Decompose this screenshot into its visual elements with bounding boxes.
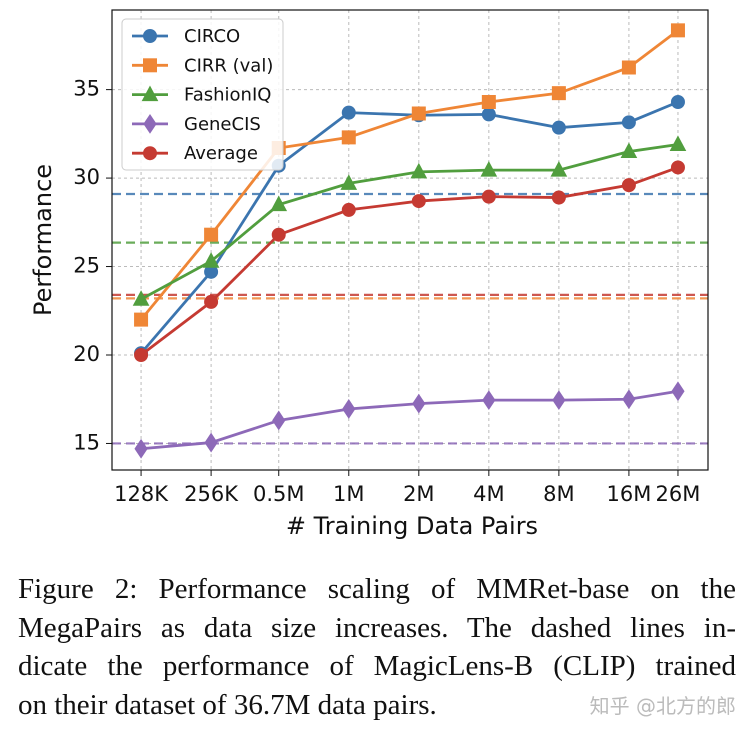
legend: CIRCO CIRR (val) FashionIQ GeneCIS Average [121, 18, 284, 171]
y-tick-label: 30 [73, 165, 100, 189]
x-axis-label: # Training Data Pairs [286, 512, 538, 540]
marker [622, 389, 636, 410]
marker [670, 160, 685, 175]
caption-line: MegaPairs as data size increases. The da… [18, 611, 736, 644]
marker [621, 115, 636, 130]
legend-label: Average [184, 143, 258, 164]
watermark: 知乎 @北方的郎 [589, 694, 736, 718]
marker [411, 106, 426, 121]
marker [134, 348, 149, 362]
series-line [140, 166, 679, 357]
marker [551, 86, 566, 101]
marker [481, 107, 496, 122]
marker [271, 227, 286, 242]
marker [134, 438, 148, 459]
marker [270, 195, 288, 212]
legend-box [121, 18, 284, 171]
marker [481, 95, 496, 109]
series-line [140, 389, 679, 451]
marker [341, 105, 356, 120]
legend-label: CIRR (val) [184, 55, 273, 76]
marker [552, 390, 566, 411]
marker [132, 290, 150, 306]
marker [410, 162, 428, 179]
marker [412, 393, 426, 414]
marker [621, 178, 636, 193]
legend-label: CIRCO [184, 26, 240, 47]
caption-line: dicate the performance of MagicLens-B (C… [18, 650, 736, 682]
caption-line: on their dataset of 36.7M data pairs. [18, 688, 437, 721]
marker [134, 312, 149, 327]
x-tick-label: 2M [403, 482, 434, 506]
legend-label: FashionIQ [184, 85, 271, 106]
marker [202, 252, 220, 268]
marker [143, 113, 157, 134]
marker [340, 174, 358, 190]
marker [204, 294, 219, 309]
y-tick-label: 35 [73, 77, 100, 101]
marker [669, 135, 687, 151]
chart: # Training Data Pairs Performance 15 20 25… [29, 9, 709, 540]
marker [141, 85, 159, 102]
x-tick-label: 0.5M [253, 482, 305, 506]
marker [481, 189, 496, 204]
x-tick-label: 26M [656, 482, 701, 506]
x-tick-label: 256K [184, 482, 239, 506]
marker [551, 190, 566, 205]
marker [411, 194, 426, 209]
x-tick-label: 16M [606, 482, 651, 506]
marker [670, 95, 685, 109]
legend-label: GeneCIS [184, 114, 261, 135]
marker [621, 60, 636, 75]
marker [342, 399, 356, 419]
x-tick-label: 4M [473, 482, 504, 506]
marker [341, 202, 356, 217]
x-tick-label: 128K [114, 482, 169, 506]
caption-line: Figure 2: Performance scaling of MMRet-b… [18, 573, 736, 605]
marker [341, 130, 356, 145]
marker [480, 161, 498, 177]
marker [143, 146, 157, 161]
marker [551, 120, 566, 135]
marker [550, 161, 568, 177]
marker [620, 142, 638, 159]
marker [204, 432, 218, 453]
y-tick-label: 20 [73, 342, 100, 366]
marker [671, 381, 685, 402]
marker [204, 227, 219, 242]
plot-frame [111, 9, 709, 471]
y-tick-label: 15 [73, 430, 100, 454]
x-tick-label: 1M [333, 482, 364, 506]
marker [143, 58, 157, 73]
y-axis-label: Performance [29, 164, 57, 316]
marker [482, 390, 496, 411]
y-tick-label: 25 [73, 254, 100, 278]
x-tick-label: 8M [543, 482, 574, 506]
marker [272, 410, 286, 431]
marker [143, 29, 157, 43]
marker [670, 23, 685, 38]
